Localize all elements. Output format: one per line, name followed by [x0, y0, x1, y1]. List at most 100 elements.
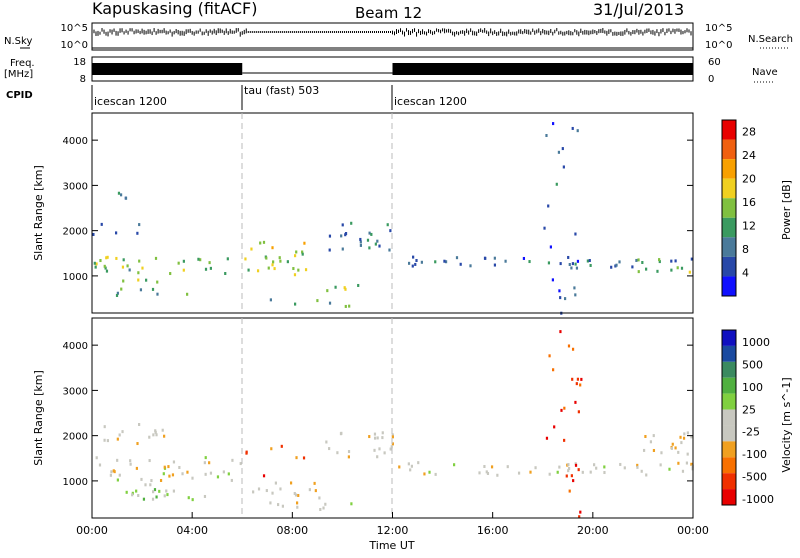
heatmap-cell — [313, 481, 316, 485]
heatmap-cell — [581, 470, 584, 474]
heatmap-cell — [563, 297, 567, 301]
heatmap-cell — [574, 463, 578, 467]
heatmap-cell — [359, 243, 362, 247]
heatmap-cell — [350, 221, 353, 225]
heatmap-cell — [138, 223, 141, 227]
freq-block — [92, 63, 243, 75]
heatmap-cell — [428, 470, 431, 474]
heatmap-cell — [141, 266, 144, 270]
heatmap-cell — [374, 242, 377, 246]
nave-label: Nave — [752, 67, 778, 78]
heatmap-cell — [172, 489, 176, 493]
colorbar-swatch — [722, 409, 736, 426]
heatmap-cell — [644, 435, 647, 439]
heatmap-cell — [389, 447, 392, 451]
heatmap-cell — [121, 430, 124, 434]
heatmap-cell — [383, 451, 386, 455]
heatmap-cell — [273, 267, 276, 271]
power-y-axis: 1000 2000 3000 4000 — [63, 136, 693, 283]
heatmap-cell — [340, 234, 343, 238]
freq-tick-high: 18 — [73, 57, 86, 68]
colorbar-tick-label: -25 — [742, 426, 760, 439]
heatmap-cell — [286, 260, 289, 264]
heatmap-cell — [265, 256, 268, 260]
heatmap-cell — [548, 354, 551, 358]
freq-block — [392, 63, 693, 75]
heatmap-cell — [318, 496, 321, 500]
heatmap-cell — [137, 278, 140, 282]
heatmap-cell — [378, 447, 381, 451]
heatmap-cell — [391, 442, 394, 446]
heatmap-cell — [560, 408, 563, 412]
heatmap-cell — [103, 438, 106, 442]
heatmap-cell — [120, 287, 123, 291]
heatmap-cell — [381, 436, 384, 440]
heatmap-cell — [269, 501, 272, 505]
heatmap-cell — [277, 503, 280, 507]
heatmap-cell — [154, 256, 158, 260]
heatmap-cell — [319, 507, 322, 511]
heatmap-cell — [171, 473, 175, 477]
heatmap-cell — [686, 431, 689, 435]
heatmap-cell — [186, 292, 189, 296]
heatmap-cell — [208, 461, 211, 465]
heatmap-cell — [166, 493, 169, 497]
heatmap-cell — [328, 248, 331, 252]
heatmap-cell — [129, 459, 132, 463]
heatmap-cell — [572, 479, 575, 483]
heatmap-cell — [359, 240, 362, 244]
heatmap-cell — [100, 222, 103, 226]
heatmap-cell — [154, 430, 157, 434]
heatmap-cell — [347, 455, 350, 459]
heatmap-cell — [376, 455, 379, 459]
heatmap-cell — [341, 223, 344, 227]
velocity-panel: 1000 2000 3000 4000 00:00 04:00 08:00 12:00 16:… — [32, 317, 793, 552]
heatmap-cell — [161, 428, 164, 432]
heatmap-cell — [187, 496, 190, 500]
y-tick-label: 1000 — [63, 477, 88, 488]
heatmap-cell — [322, 506, 325, 510]
heatmap-cell — [368, 435, 371, 439]
heatmap-cell — [636, 465, 639, 469]
heatmap-cell — [556, 470, 559, 474]
colorbar-swatch — [722, 441, 736, 458]
heatmap-cell — [555, 182, 558, 186]
heatmap-cell — [668, 467, 671, 471]
heatmap-cell — [688, 270, 691, 274]
heatmap-cell — [610, 265, 613, 269]
heatmap-cell — [152, 433, 155, 437]
velocity-colorbar-label-text: Velocity [m s^-1] — [780, 377, 793, 472]
heatmap-cell — [340, 431, 343, 435]
heatmap-cell — [423, 472, 426, 476]
x-tick-label: 20:00 — [577, 524, 609, 537]
heatmap-cell — [411, 264, 414, 268]
velocity-x-axis: 00:00 04:00 08:00 12:00 16:00 20:00 00:00 — [76, 512, 709, 537]
colorbar-swatch — [722, 256, 736, 277]
heatmap-cell — [567, 344, 571, 348]
heatmap-cell — [169, 272, 172, 276]
heatmap-cell — [117, 191, 121, 195]
heatmap-cell — [156, 292, 159, 296]
heatmap-cell — [297, 493, 300, 497]
heatmap-cell — [137, 271, 140, 275]
heatmap-cell — [348, 304, 351, 308]
heatmap-cell — [575, 266, 579, 270]
heatmap-cell — [453, 463, 456, 467]
heatmap-cell — [182, 268, 185, 272]
heatmap-cell — [155, 433, 158, 437]
heatmap-cell — [95, 262, 98, 266]
colorbar-swatch — [722, 425, 736, 442]
colorbar-swatch — [722, 159, 736, 179]
heatmap-cell — [589, 470, 592, 474]
heatmap-cell — [296, 505, 299, 509]
y-tick-label: 3000 — [63, 181, 88, 192]
heatmap-cell — [129, 462, 132, 466]
heatmap-cell — [265, 489, 268, 493]
colorbar-swatch — [722, 330, 736, 346]
heatmap-cell — [407, 462, 410, 466]
power-ylabel: Slant Range [km] — [32, 165, 45, 261]
heatmap-cell — [567, 467, 571, 471]
heatmap-cell — [559, 296, 562, 300]
colorbar-tick-label: 500 — [742, 358, 763, 371]
